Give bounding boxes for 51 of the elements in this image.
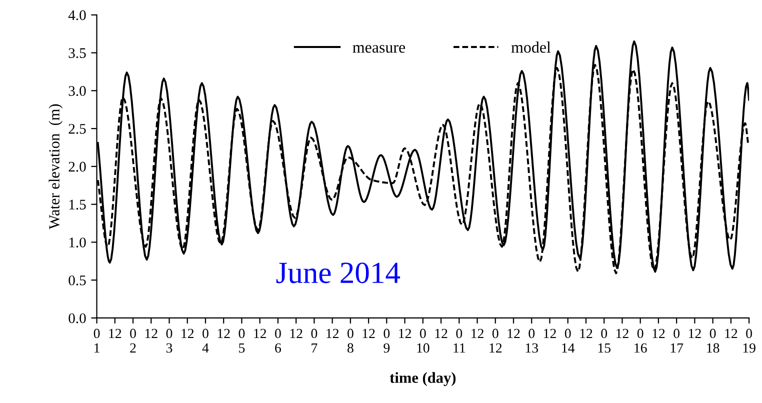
x-tick-label: 12 <box>399 328 411 338</box>
y-tick-label: 0.5 <box>68 275 86 286</box>
x-tick-label: 12 <box>508 328 520 338</box>
x-tick-label: 0 1 <box>94 328 100 353</box>
x-tick-label: 12 <box>182 328 194 338</box>
x-tick-label: 0 9 <box>384 328 390 353</box>
x-axis-title: time (day) <box>390 372 456 386</box>
x-tick-label: 0 15 <box>598 328 610 353</box>
x-tick-label: 0 2 <box>130 328 136 353</box>
x-tick-label: 12 <box>472 328 484 338</box>
x-tick-label: 0 19 <box>743 328 756 353</box>
x-tick-label: 12 <box>580 328 592 338</box>
x-tick-label: 12 <box>145 328 158 338</box>
x-tick-label: 0 5 <box>238 328 245 353</box>
x-tick-label: 12 <box>290 328 302 338</box>
y-tick-label: 3.0 <box>68 86 86 96</box>
x-tick-label: 0 6 <box>275 328 282 353</box>
x-tick-label: 12 <box>362 328 375 338</box>
y-tick-label: 1.0 <box>69 238 86 248</box>
x-tick-label: 12 <box>254 328 266 338</box>
x-tick-label: 0 17 <box>670 328 684 353</box>
x-tick-label: 0 13 <box>526 328 538 353</box>
x-tick-label: 0 8 <box>347 328 354 353</box>
x-tick-label: 12 <box>435 328 448 338</box>
x-tick-label: 12 <box>652 328 665 338</box>
x-tick-label: 0 16 <box>634 328 647 353</box>
x-tick-label: 0 10 <box>417 328 430 353</box>
x-tick-label: 12 <box>218 328 230 338</box>
y-tick-label: 4.0 <box>68 10 86 20</box>
x-tick-label: 0 3 <box>166 328 172 353</box>
x-tick-label: 0 7 <box>311 328 318 353</box>
x-tick-label: 12 <box>109 328 122 338</box>
x-tick-label: 0 18 <box>707 328 720 353</box>
y-tick-label: 1.5 <box>69 200 86 210</box>
x-tick-label: 12 <box>544 328 556 338</box>
x-tick-label: 0 4 <box>202 328 209 353</box>
legend-label: measure <box>352 45 406 53</box>
x-tick-label: 0 12 <box>490 328 502 353</box>
y-tick-label: 0.0 <box>68 313 86 324</box>
x-tick-label: 12 <box>688 328 701 338</box>
x-tick-label: 12 <box>326 328 338 338</box>
x-tick-label: 0 11 <box>454 328 465 353</box>
y-axis-title: Water elevation (m) <box>48 104 63 230</box>
y-tick-label: 2.5 <box>68 124 86 134</box>
legend-label: model <box>511 42 551 53</box>
annotation: June 2014 <box>276 262 400 284</box>
x-tick-label: 0 14 <box>562 328 575 353</box>
x-tick-label: 12 <box>725 328 738 338</box>
y-tick-label: 2.0 <box>68 162 86 172</box>
y-tick-label: 3.5 <box>68 48 86 58</box>
x-tick-label: 12 <box>616 328 628 338</box>
